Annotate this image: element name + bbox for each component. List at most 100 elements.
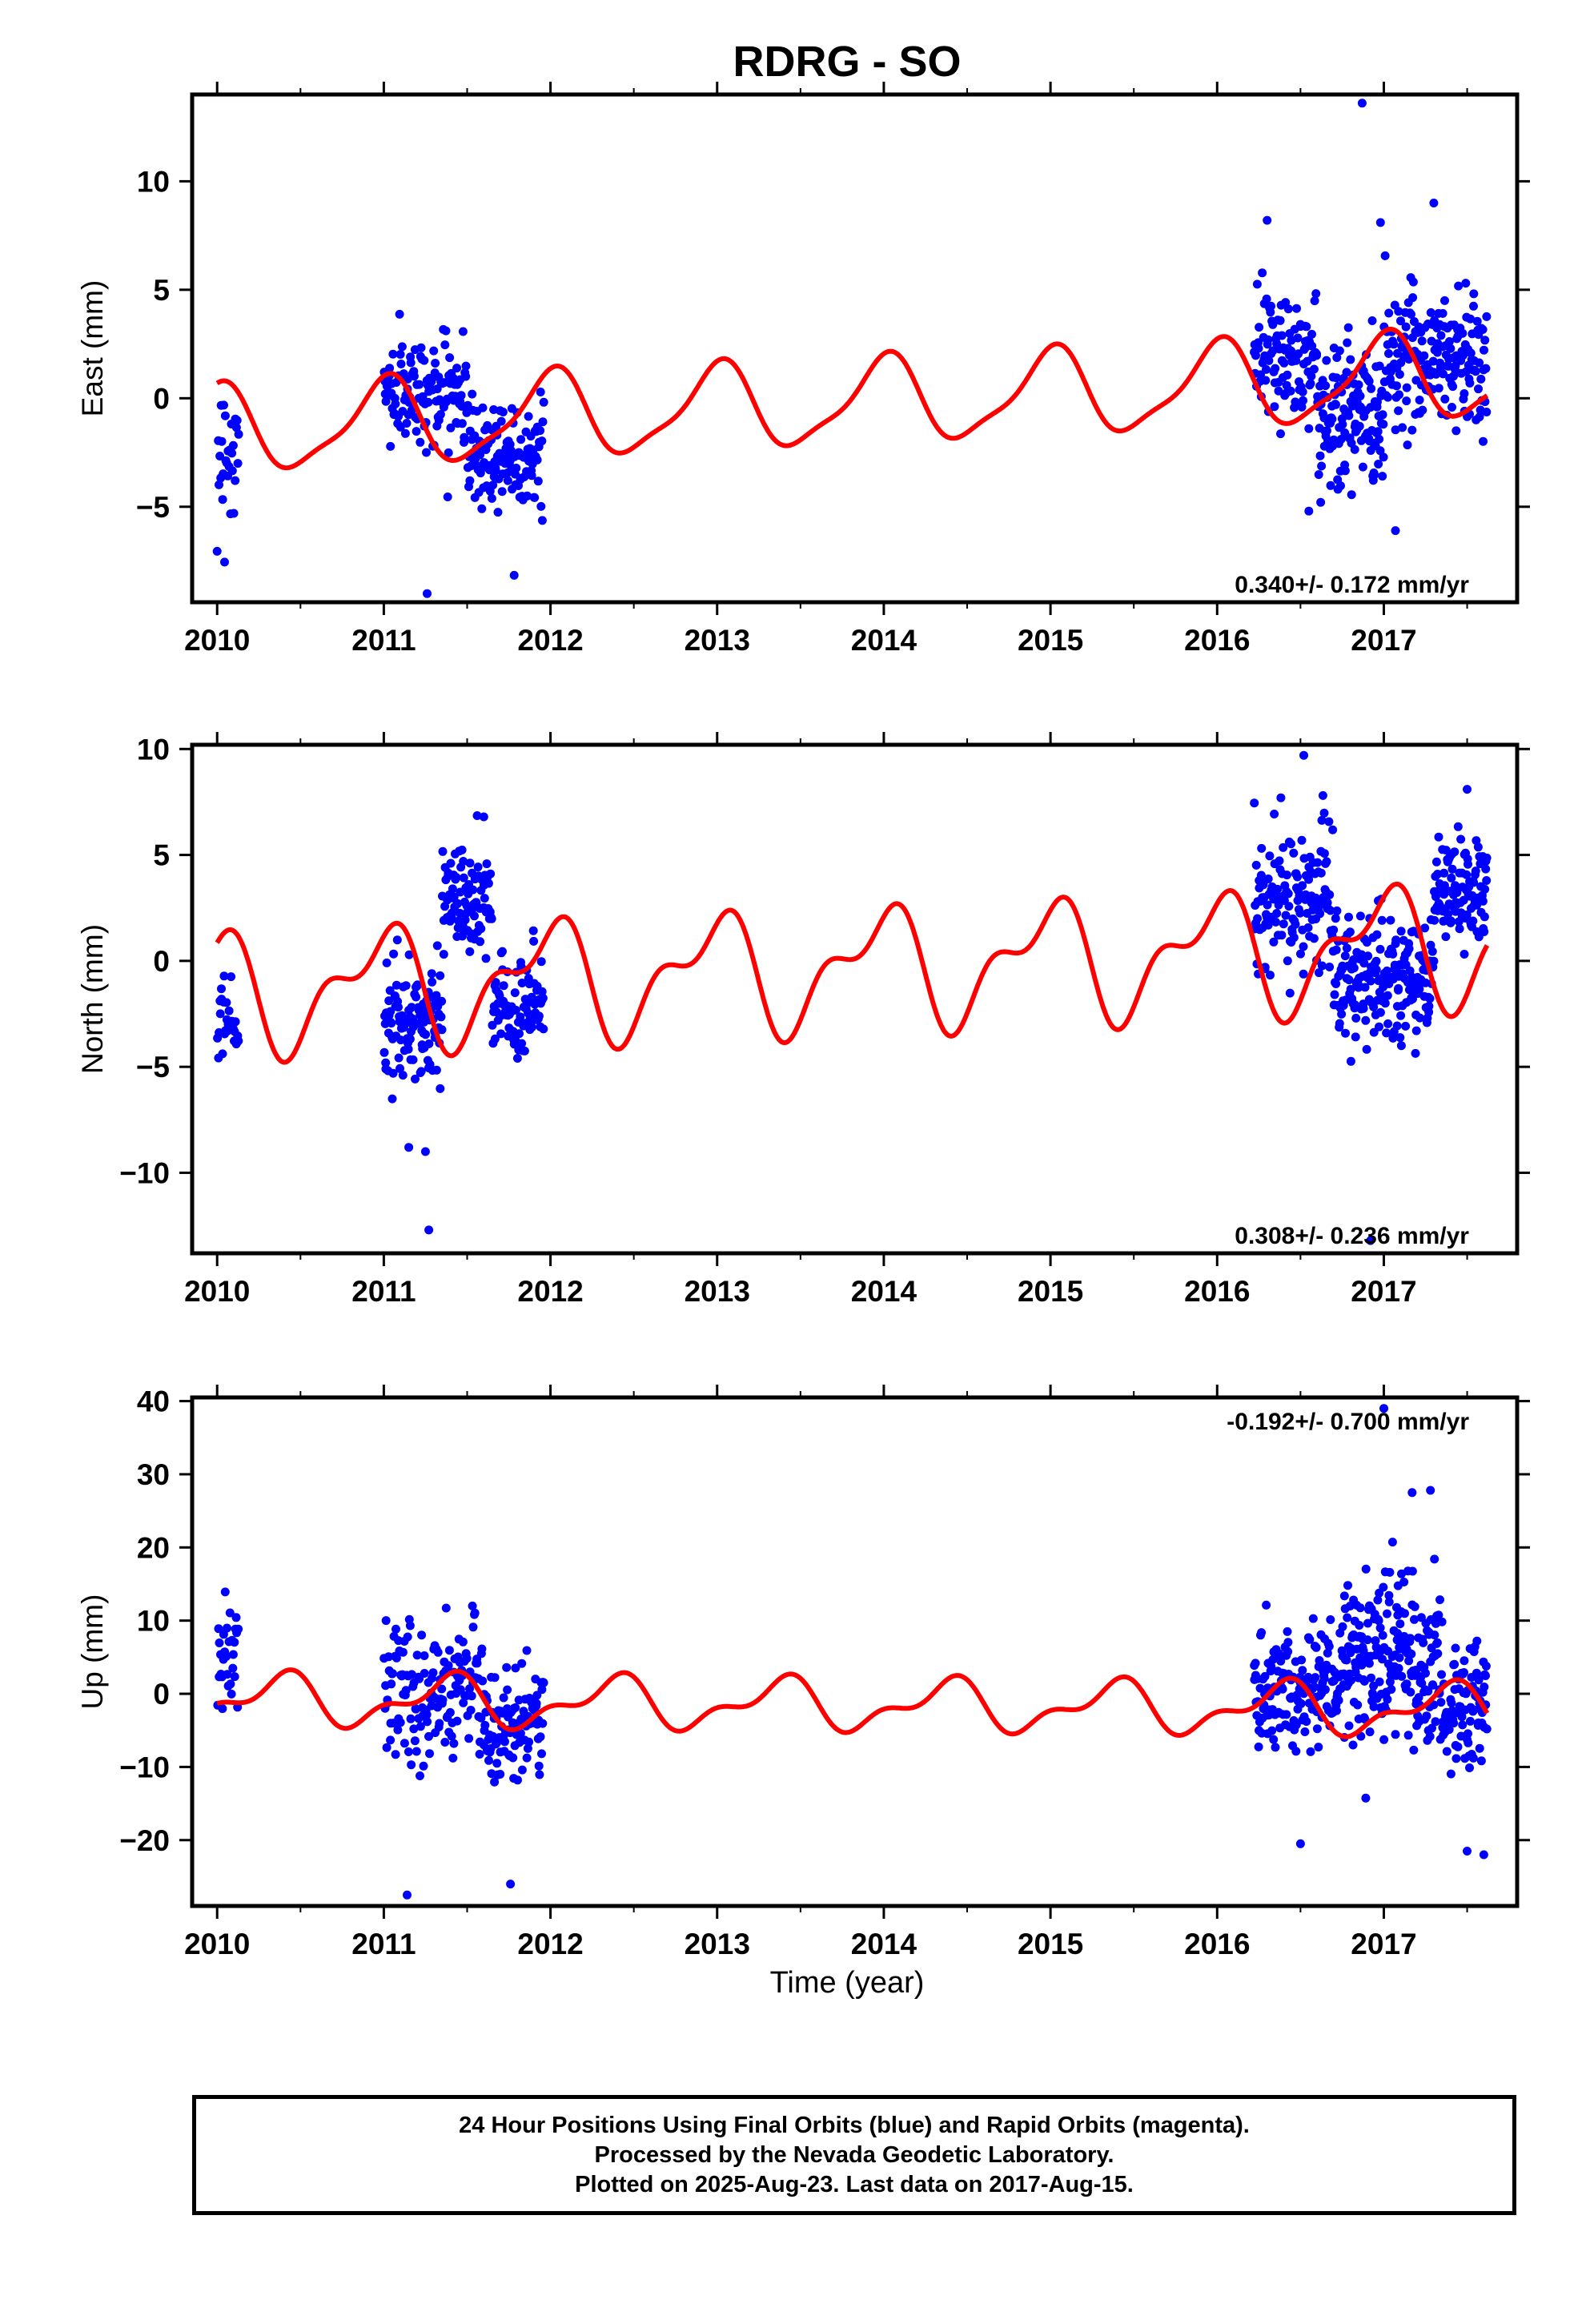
up-data-point <box>1434 1610 1443 1620</box>
north-data-point <box>1434 832 1443 842</box>
east-data-point <box>539 397 548 407</box>
up-x-tick-label: 2017 <box>1351 1928 1416 1960</box>
east-data-point <box>465 476 475 485</box>
up-data-point <box>398 1647 408 1657</box>
east-data-point <box>1402 383 1411 392</box>
up-data-point <box>517 1659 527 1668</box>
north-data-point <box>1279 842 1288 852</box>
up-data-point <box>1419 1638 1428 1647</box>
east-data-point <box>1434 384 1443 393</box>
north-plot-frame <box>190 742 1520 1256</box>
up-data-point <box>1324 1642 1334 1651</box>
up-data-point <box>1343 1613 1352 1622</box>
north-data-point <box>1265 851 1275 861</box>
east-data-point <box>228 440 238 450</box>
up-outlier-point <box>1479 1850 1488 1860</box>
east-data-point <box>1439 369 1447 379</box>
north-data-point <box>1392 1021 1402 1031</box>
x-axis-label: Time (year) <box>770 1966 925 2000</box>
up-data-point <box>522 1753 532 1763</box>
up-data-point <box>412 1651 422 1660</box>
north-data-point <box>224 1006 234 1015</box>
east-data-point <box>1466 314 1475 324</box>
east-x-tick-label: 2017 <box>1351 624 1416 657</box>
east-y-axis-label: East (mm) <box>76 280 109 417</box>
north-data-point <box>219 971 229 981</box>
north-data-point <box>1396 927 1406 936</box>
north-data-point <box>1330 990 1339 999</box>
caption-line-1: 24 Hour Positions Using Final Orbits (bl… <box>459 2112 1250 2138</box>
north-data-point <box>1382 1028 1391 1038</box>
north-data-point <box>1345 927 1355 937</box>
up-data-point <box>1276 1656 1286 1666</box>
up-outlier-point <box>1426 1486 1435 1495</box>
east-plot-frame <box>190 92 1520 605</box>
north-data-point <box>1469 878 1479 887</box>
north-data-point <box>1266 971 1275 980</box>
up-data-point <box>228 1650 238 1659</box>
north-data-point <box>1289 848 1299 858</box>
east-data-point <box>1392 381 1401 391</box>
east-y-tick-label: 0 <box>153 382 170 415</box>
up-data-point <box>1257 1628 1267 1638</box>
north-data-point <box>448 884 457 894</box>
up-data-point <box>1387 1685 1396 1694</box>
east-data-point <box>1258 268 1267 278</box>
east-x-tick-label: 2012 <box>517 624 583 657</box>
east-data-point <box>524 412 533 421</box>
north-data-point <box>1482 853 1492 862</box>
north-x-tick-label: 2014 <box>851 1275 917 1308</box>
up-data-point <box>1305 1634 1315 1644</box>
north-data-point <box>453 899 463 908</box>
up-data-point <box>524 1737 534 1747</box>
east-data-point <box>503 476 512 485</box>
east-data-point <box>445 353 455 363</box>
east-data-point <box>1475 412 1484 422</box>
east-data-point <box>1254 344 1263 353</box>
east-data-point <box>536 388 545 396</box>
east-data-point <box>1418 405 1427 415</box>
up-y-axis-label: Up (mm) <box>76 1594 109 1710</box>
up-data-point <box>1348 1740 1358 1750</box>
north-x-tick-label: 2015 <box>1018 1275 1083 1308</box>
north-outlier-point <box>424 1225 434 1235</box>
up-y-tick-label: 30 <box>137 1458 170 1491</box>
north-data-point <box>473 862 483 872</box>
east-data-point <box>1252 279 1262 289</box>
north-data-point <box>404 950 414 959</box>
east-data-point <box>1431 369 1441 379</box>
east-x-tick-label: 2013 <box>685 624 750 657</box>
north-data-point <box>470 911 479 921</box>
up-data-point <box>401 1686 411 1695</box>
east-data-point <box>1263 335 1273 344</box>
up-x-tick-label: 2014 <box>851 1928 917 1960</box>
up-data-point <box>1282 1710 1291 1719</box>
up-data-point <box>1338 1622 1347 1631</box>
up-data-point <box>1320 1685 1330 1695</box>
up-data-point <box>220 1587 230 1597</box>
up-data-point <box>422 1710 432 1719</box>
east-data-point <box>1274 386 1283 396</box>
up-data-point <box>230 1672 239 1682</box>
up-data-point <box>480 1720 490 1730</box>
up-data-point <box>1359 1676 1369 1686</box>
east-data-point <box>1331 373 1341 383</box>
up-data-point <box>1353 1700 1363 1710</box>
north-data-point <box>1289 933 1299 943</box>
east-data-point <box>220 557 229 567</box>
east-data-point <box>1302 322 1311 332</box>
east-data-point <box>385 364 395 373</box>
up-y-tick-label: 20 <box>137 1531 170 1564</box>
north-data-point <box>1415 1013 1424 1023</box>
north-data-point <box>1380 999 1390 1008</box>
north-data-point <box>1362 938 1371 947</box>
north-data-point <box>1272 909 1282 918</box>
up-data-point <box>1378 1655 1387 1664</box>
east-data-point <box>1407 425 1417 435</box>
east-data-point <box>1448 382 1458 392</box>
north-data-point <box>538 993 548 1003</box>
up-data-point <box>1447 1699 1456 1707</box>
north-data-point <box>465 947 475 956</box>
up-data-point <box>464 1734 474 1743</box>
up-data-point <box>503 1685 512 1695</box>
